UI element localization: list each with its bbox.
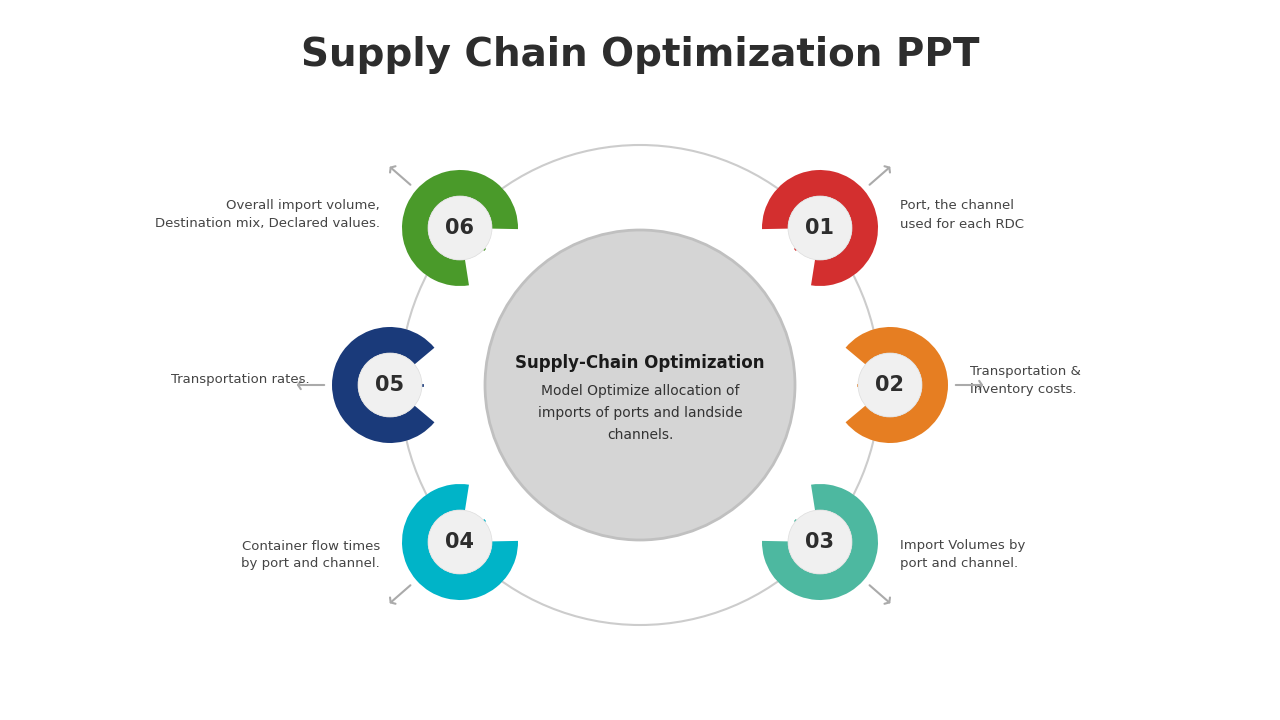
Circle shape <box>428 510 492 574</box>
Text: Import Volumes by
port and channel.: Import Volumes by port and channel. <box>900 539 1025 570</box>
Wedge shape <box>762 170 878 286</box>
Circle shape <box>788 196 852 260</box>
Text: Supply Chain Optimization PPT: Supply Chain Optimization PPT <box>301 36 979 74</box>
Circle shape <box>428 196 492 260</box>
Text: 01: 01 <box>805 218 835 238</box>
Text: Container flow times
by port and channel.: Container flow times by port and channel… <box>241 539 380 570</box>
Circle shape <box>428 196 492 260</box>
Wedge shape <box>762 484 878 600</box>
Circle shape <box>788 510 852 574</box>
Wedge shape <box>332 327 434 443</box>
Wedge shape <box>402 170 518 286</box>
Text: Port, the channel
used for each RDC: Port, the channel used for each RDC <box>900 199 1024 230</box>
Text: 04: 04 <box>445 532 475 552</box>
Circle shape <box>358 353 422 417</box>
Circle shape <box>449 217 470 238</box>
Text: Model Optimize allocation of
imports of ports and landside
channels.: Model Optimize allocation of imports of … <box>538 384 742 441</box>
Circle shape <box>390 375 410 395</box>
Circle shape <box>358 353 422 417</box>
Circle shape <box>858 353 922 417</box>
Wedge shape <box>846 327 948 443</box>
Text: 05: 05 <box>375 375 404 395</box>
Wedge shape <box>402 484 518 600</box>
Circle shape <box>788 196 852 260</box>
Circle shape <box>858 353 922 417</box>
Circle shape <box>810 217 831 238</box>
Text: Transportation rates.: Transportation rates. <box>172 374 310 387</box>
Text: 02: 02 <box>876 375 905 395</box>
Circle shape <box>449 533 470 553</box>
Text: Overall import volume,
Destination mix, Declared values.: Overall import volume, Destination mix, … <box>155 199 380 230</box>
Circle shape <box>485 230 795 540</box>
Circle shape <box>788 510 852 574</box>
Circle shape <box>428 510 492 574</box>
Text: 06: 06 <box>445 218 475 238</box>
Circle shape <box>870 375 890 395</box>
Text: Transportation &
inventory costs.: Transportation & inventory costs. <box>970 364 1080 395</box>
Text: Supply-Chain Optimization: Supply-Chain Optimization <box>516 354 764 372</box>
Text: 03: 03 <box>805 532 835 552</box>
Circle shape <box>810 533 831 553</box>
